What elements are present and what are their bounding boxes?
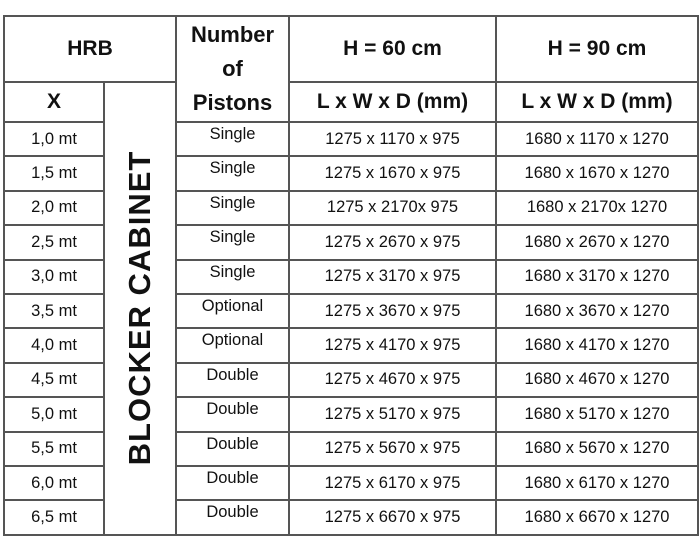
pistons-cell: Optional bbox=[175, 292, 290, 330]
h90-dims-cell: 1680 x 6170 x 1270 bbox=[495, 464, 699, 502]
table-row: 1,0 mt Single 1275 x 1170 x 975 1680 x 1170… bbox=[3, 120, 699, 158]
h60-dims-cell: 1275 x 2170x 975 bbox=[288, 189, 497, 227]
table-row: 1,5 mt Single 1275 x 1670 x 975 1680 x 1670… bbox=[3, 155, 699, 192]
h90-dims-cell: 1680 x 3670 x 1270 bbox=[495, 292, 699, 330]
pistons-cell: Double bbox=[175, 464, 290, 502]
h90-dims-cell: 1680 x 1670 x 1270 bbox=[495, 155, 699, 192]
pistons-cell: Single bbox=[175, 258, 290, 295]
h60-dims-cell: 1275 x 1670 x 975 bbox=[288, 155, 497, 192]
length-cell: 1,5 mt bbox=[3, 155, 105, 192]
length-cell: 3,0 mt bbox=[3, 258, 105, 295]
table-row: 3,5 mt Optional 1275 x 3670 x 975 1680 x 36… bbox=[3, 292, 699, 330]
h60-dims-cell: 1275 x 4670 x 975 bbox=[288, 361, 497, 399]
pistons-header: Number of Pistons bbox=[175, 15, 290, 123]
pistons-header-line: Pistons bbox=[192, 90, 273, 115]
table-row: 2,5 mt Single 1275 x 2670 x 975 1680 x 2670… bbox=[3, 224, 699, 261]
h90-dims-cell: 1680 x 5170 x 1270 bbox=[495, 396, 699, 433]
pistons-header-line: Number bbox=[190, 22, 275, 47]
h90-dims-cell: 1680 x 2670 x 1270 bbox=[495, 224, 699, 261]
h60-dims-cell: 1275 x 1170 x 975 bbox=[288, 120, 497, 158]
dims90-header: L x W x D (mm) bbox=[495, 81, 699, 123]
length-cell: 2,5 mt bbox=[3, 224, 105, 261]
h60-dims-cell: 1275 x 6670 x 975 bbox=[288, 499, 497, 536]
length-cell: 4,0 mt bbox=[3, 327, 105, 364]
h90-header: H = 90 cm bbox=[495, 15, 699, 83]
h60-dims-cell: 1275 x 2670 x 975 bbox=[288, 224, 497, 261]
length-cell: 2,0 mt bbox=[3, 189, 105, 227]
pistons-cell: Single bbox=[175, 155, 290, 192]
hrb-header: HRB bbox=[3, 15, 177, 83]
length-cell: 5,0 mt bbox=[3, 396, 105, 433]
h90-dims-cell: 1680 x 6670 x 1270 bbox=[495, 499, 699, 536]
table-row: 3,0 mt Single 1275 x 3170 x 975 1680 x 3170… bbox=[3, 258, 699, 295]
pistons-cell: Single bbox=[175, 189, 290, 227]
length-cell: 6,0 mt bbox=[3, 464, 105, 502]
length-cell: 3,5 mt bbox=[3, 292, 105, 330]
h60-header: H = 60 cm bbox=[288, 15, 497, 83]
h60-dims-cell: 1275 x 5670 x 975 bbox=[288, 430, 497, 467]
h90-dims-cell: 1680 x 1170 x 1270 bbox=[495, 120, 699, 158]
x-header: X bbox=[3, 81, 105, 123]
h90-dims-cell: 1680 x 5670 x 1270 bbox=[495, 430, 699, 467]
pistons-cell: Double bbox=[175, 361, 290, 399]
table-row: 5,0 mt Double 1275 x 5170 x 975 1680 x 5170… bbox=[3, 396, 699, 433]
pistons-cell: Optional bbox=[175, 327, 290, 364]
blocker-cabinet-text: BLOCKER CABINET bbox=[122, 151, 157, 466]
blocker-cabinet-label: BLOCKER CABINET bbox=[103, 81, 177, 536]
pistons-cell: Double bbox=[175, 499, 290, 536]
h60-dims-cell: 1275 x 3170 x 975 bbox=[288, 258, 497, 295]
h60-dims-cell: 1275 x 5170 x 975 bbox=[288, 396, 497, 433]
h90-dims-cell: 1680 x 4670 x 1270 bbox=[495, 361, 699, 399]
pistons-cell: Double bbox=[175, 430, 290, 467]
table-row: 2,0 mt Single 1275 x 2170x 975 1680 x 2170x… bbox=[3, 189, 699, 227]
table-row: 4,5 mt Double 1275 x 4670 x 975 1680 x 4670… bbox=[3, 361, 699, 399]
h90-dims-cell: 1680 x 2170x 1270 bbox=[495, 189, 699, 227]
pistons-cell: Single bbox=[175, 120, 290, 158]
h90-dims-cell: 1680 x 3170 x 1270 bbox=[495, 258, 699, 295]
dims60-header: L x W x D (mm) bbox=[288, 81, 497, 123]
length-cell: 1,0 mt bbox=[3, 120, 105, 158]
pistons-cell: Single bbox=[175, 224, 290, 261]
table-row: 4,0 mt Optional 1275 x 4170 x 975 1680 x 41… bbox=[3, 327, 699, 364]
h60-dims-cell: 1275 x 6170 x 975 bbox=[288, 464, 497, 502]
h90-dims-cell: 1680 x 4170 x 1270 bbox=[495, 327, 699, 364]
pistons-header-line: of bbox=[222, 56, 243, 81]
length-cell: 4,5 mt bbox=[3, 361, 105, 399]
h60-dims-cell: 1275 x 4170 x 975 bbox=[288, 327, 497, 364]
h60-dims-cell: 1275 x 3670 x 975 bbox=[288, 292, 497, 330]
length-cell: 5,5 mt bbox=[3, 430, 105, 467]
dimensions-table: HRB Number of Pistons H = 60 cm H = 90 c… bbox=[3, 15, 699, 536]
length-cell: 6,5 mt bbox=[3, 499, 105, 536]
table-row: 5,5 mt Double 1275 x 5670 x 975 1680 x 5670… bbox=[3, 430, 699, 467]
pistons-cell: Double bbox=[175, 396, 290, 433]
table-row: 6,0 mt Double 1275 x 6170 x 975 1680 x 6170… bbox=[3, 464, 699, 502]
